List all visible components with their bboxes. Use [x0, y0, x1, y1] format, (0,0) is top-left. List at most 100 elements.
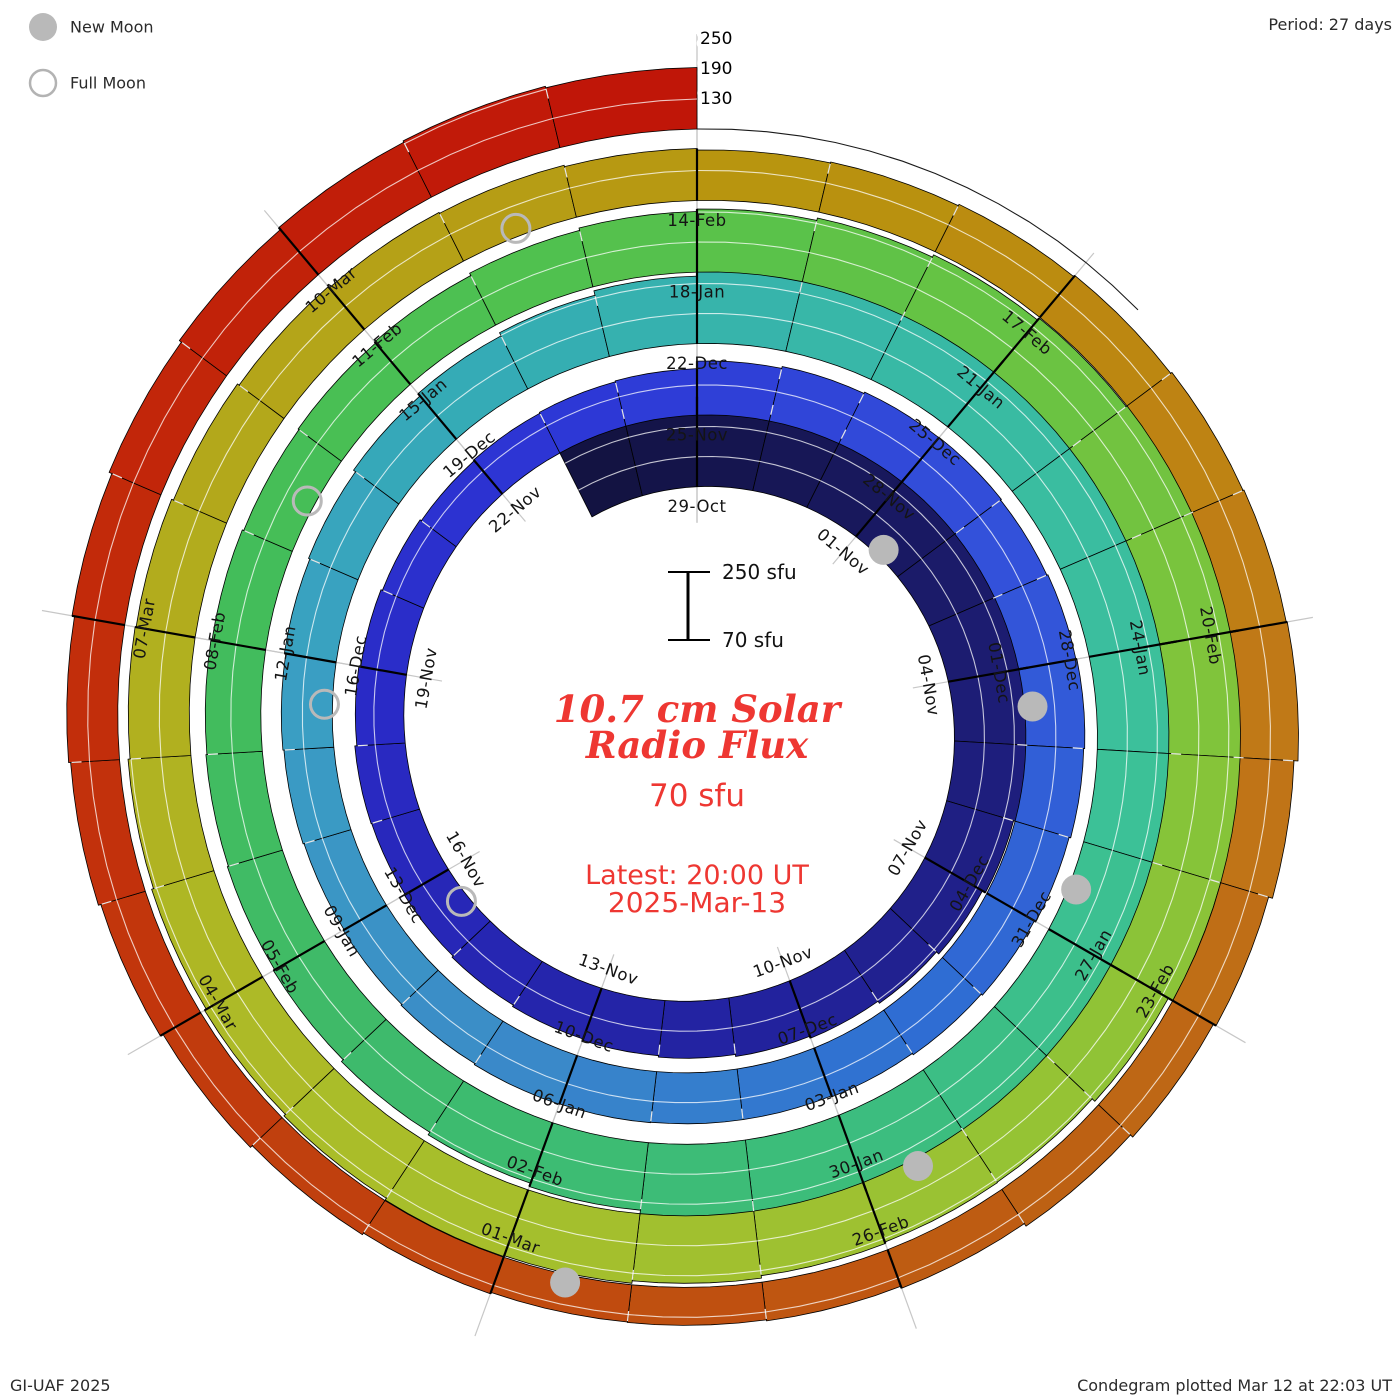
three-day-tick [203, 975, 264, 1012]
inner-gridline [298, 955, 365, 1041]
day-top-tick [840, 429, 847, 439]
inner-gridline [897, 325, 987, 382]
three-day-tick [284, 652, 337, 664]
day-top-tick [928, 943, 937, 952]
scale-bar-bottom-label: 70 sfu [722, 628, 784, 652]
three-day-tick [403, 868, 450, 896]
inner-gridline [298, 169, 419, 253]
day-top-tick [1017, 1214, 1025, 1224]
inner-gridline [316, 360, 392, 444]
day-top-tick [799, 282, 803, 293]
inner-gridline [653, 1098, 741, 1104]
new-moon-icon [29, 13, 57, 41]
inner-gridline [290, 1109, 392, 1192]
day-top-tick [1152, 861, 1163, 866]
inner-gridline [995, 1096, 1091, 1181]
inner-gridline [1089, 994, 1164, 1098]
three-day-tick [948, 666, 1029, 683]
flux-bars [66, 67, 1299, 1326]
inner-gridline [132, 357, 203, 484]
inner-gridline [696, 169, 826, 184]
inner-gridline [1111, 751, 1128, 851]
inner-gridline [1006, 671, 1015, 745]
day-top-tick [952, 206, 959, 216]
inner-gridline [641, 1199, 753, 1205]
day-top-tick [252, 1137, 261, 1146]
inner-gridline [1017, 1125, 1121, 1215]
day-top-tick [304, 839, 315, 844]
three-day-tick [342, 904, 388, 932]
new-moon-marker [550, 1267, 581, 1298]
inner-gridline [1012, 348, 1095, 432]
three-day-tick [417, 392, 458, 440]
inner-gridline [422, 884, 469, 943]
day-top-tick [905, 1043, 913, 1054]
day-top-tick [1122, 1127, 1131, 1135]
inner-gridline [374, 415, 438, 487]
inner-gridline [950, 809, 976, 873]
day-top-tick [453, 948, 462, 956]
inner-gridline [446, 1105, 543, 1152]
inner-gridline [776, 391, 853, 418]
inner-gridline [517, 1217, 637, 1245]
three-day-tick [373, 341, 412, 386]
day-top-tick [751, 1201, 755, 1212]
inner-gridline [963, 908, 1014, 979]
inner-gridline [848, 1094, 940, 1144]
day-top-tick [386, 1188, 393, 1198]
inner-gridline [88, 761, 118, 900]
flux-bar [205, 750, 283, 867]
day-top-tick [513, 995, 520, 1005]
inner-gridline [824, 1034, 901, 1077]
flux-bar [1229, 621, 1299, 762]
inner-gridline [799, 292, 899, 327]
date-label-18-Jan: 18-Jan [669, 283, 725, 302]
inner-gridline [230, 644, 237, 754]
day-top-tick [285, 1106, 294, 1115]
day-top-tick [900, 311, 906, 321]
inner-gridline [1119, 1015, 1200, 1126]
day-top-tick [154, 884, 165, 889]
inner-gridline [1150, 387, 1220, 501]
inner-gridline [740, 1075, 825, 1100]
inner-gridline [564, 436, 629, 464]
day-top-tick [310, 558, 321, 564]
inner-gridline [329, 485, 376, 569]
inner-gridline [1198, 891, 1251, 1016]
three-day-tick [993, 317, 1041, 373]
day-top-tick [383, 590, 393, 596]
inner-gridline [595, 283, 698, 299]
day-top-tick [500, 336, 507, 346]
inner-gridline [500, 297, 596, 336]
inner-gridline [618, 384, 698, 398]
new-moon-marker [1017, 691, 1048, 722]
inner-gridline [1259, 626, 1271, 760]
three-day-tick [327, 285, 366, 331]
day-top-tick [1036, 574, 1047, 580]
inner-gridline [911, 872, 952, 930]
inner-gridline [983, 601, 1008, 672]
inner-gridline [1100, 858, 1142, 960]
day-top-tick [229, 862, 240, 867]
inner-gridline [799, 974, 862, 1010]
full-moon-marker [308, 688, 340, 720]
day-top-tick [991, 500, 1001, 508]
three-day-tick [558, 1055, 579, 1105]
day-top-tick [992, 593, 1003, 599]
day-top-tick [207, 753, 218, 756]
inner-gridline [235, 539, 266, 645]
day-top-tick [741, 1108, 744, 1119]
inner-gridline [404, 88, 547, 145]
inner-gridline [1209, 756, 1230, 880]
inner-gridline [852, 416, 922, 460]
inner-gridline [696, 283, 800, 294]
flux-bar [354, 742, 420, 824]
inner-gridline [578, 465, 636, 491]
inner-gridline [87, 619, 96, 762]
day-top-tick [639, 1199, 643, 1210]
inner-gridline [158, 632, 167, 758]
inner-gridline [525, 985, 592, 1017]
three-day-tick [502, 1189, 530, 1258]
three-day-tick [581, 987, 603, 1041]
three-day-tick [71, 614, 125, 627]
